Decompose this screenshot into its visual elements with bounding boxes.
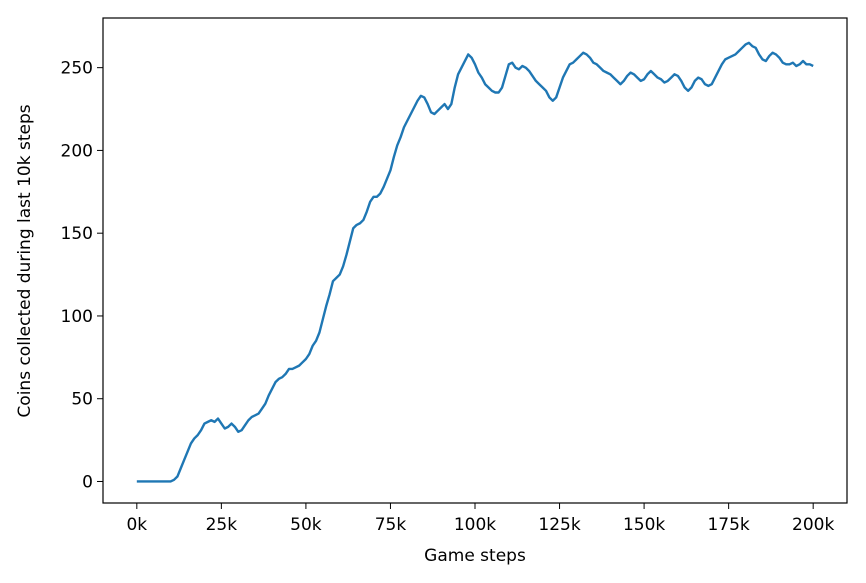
x-tick-label: 50k bbox=[290, 515, 322, 535]
x-tick-label: 200k bbox=[792, 515, 834, 535]
y-tick-label: 150 bbox=[61, 224, 93, 244]
y-axis-label: Coins collected during last 10k steps bbox=[15, 104, 35, 417]
y-tick-label: 0 bbox=[82, 472, 93, 492]
x-axis-label: Game steps bbox=[424, 546, 526, 566]
y-tick-label: 200 bbox=[61, 141, 93, 161]
x-tick-label: 100k bbox=[454, 515, 496, 535]
x-tick-label: 75k bbox=[375, 515, 407, 535]
x-tick-label: 125k bbox=[538, 515, 580, 535]
x-tick-label: 150k bbox=[623, 515, 665, 535]
plot-frame bbox=[102, 17, 848, 504]
x-tick-label: 175k bbox=[707, 515, 749, 535]
series-layer bbox=[136, 41, 814, 483]
y-tick-label: 100 bbox=[61, 307, 93, 327]
x-tick-label: 0k bbox=[126, 515, 147, 535]
y-axis: 0 50 100 150 200 250 bbox=[61, 59, 103, 492]
x-tick-label: 25k bbox=[206, 515, 238, 535]
y-tick-label: 250 bbox=[61, 59, 93, 79]
y-tick-label: 50 bbox=[71, 390, 93, 410]
x-axis: 0k 25k 50k 75k 100k 125k 150k 175k 200k bbox=[126, 503, 834, 535]
series-line bbox=[136, 41, 814, 483]
